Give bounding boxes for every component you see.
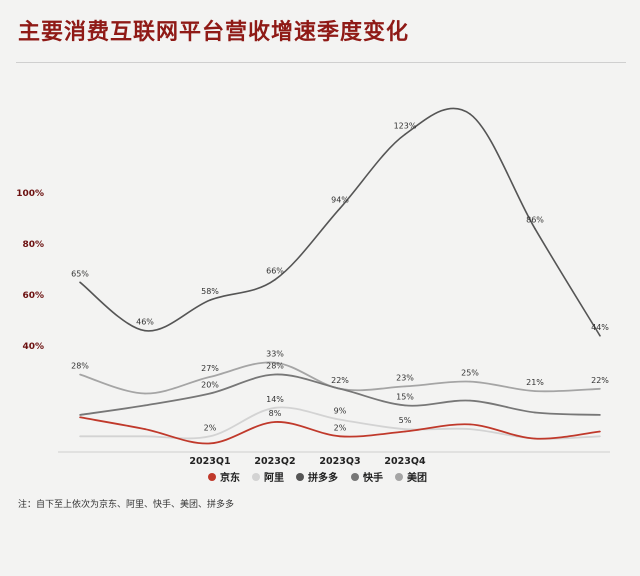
data-point [144,392,146,395]
legend-marker [208,473,216,481]
legend-marker [351,473,359,481]
data-point [79,373,81,376]
data-point [339,207,341,210]
data-label: 2% [204,423,217,432]
x-tick-label: 2023Q4 [384,456,426,467]
data-point [339,388,341,390]
data-point [339,435,341,438]
data-point [209,435,211,438]
x-tick-label: 2023Q2 [254,456,295,467]
data-point [404,133,406,136]
data-point [599,414,601,416]
data-point [144,404,146,407]
data-point [79,435,81,438]
data-label: 28% [266,362,284,371]
data-point [599,335,601,337]
legend-label: 拼多多 [308,471,338,484]
data-point [274,421,276,423]
data-point [469,113,471,115]
data-label: 8% [269,409,282,418]
legend-marker [296,473,304,481]
y-tick-label: 80% [22,240,44,250]
chart-title: 主要消费互联网平台营收增速季度变化 [18,20,410,45]
data-label: 86% [526,216,544,225]
legend-label: 京东 [220,471,240,484]
data-label: 65% [71,269,89,278]
data-point [599,435,601,438]
data-label: 33% [266,350,284,359]
data-point [469,399,471,402]
data-label: 123% [394,121,417,130]
data-label: 2% [334,423,347,432]
data-point [599,388,601,390]
data-point [144,435,146,438]
data-point [404,404,406,407]
y-tick-label: 40% [22,342,44,352]
legend-marker [252,473,260,481]
legend-marker [395,473,403,481]
data-point [404,385,406,388]
data-label: 15% [396,392,414,401]
data-point [144,428,146,430]
data-point [534,390,536,392]
data-label: 28% [71,362,89,371]
data-point [534,437,536,440]
footnote: 注：自下至上依次为京东、阿里、快手、美团、拼多多 [18,500,235,510]
data-label: 58% [201,287,219,296]
data-point [534,227,536,230]
data-label: 27% [201,364,219,373]
data-label: 22% [591,376,609,385]
series-line-2 [79,107,601,337]
data-label: 23% [396,373,414,382]
data-point [209,442,211,445]
data-point [209,376,211,378]
data-point [469,423,471,426]
legend-label: 阿里 [264,472,284,484]
data-point [79,416,81,419]
data-point [274,361,276,364]
title-divider [16,62,626,63]
legend-label: 美团 [407,471,427,484]
data-point [144,329,146,332]
data-point [404,428,406,430]
data-point [599,430,601,433]
data-label: 9% [334,407,347,416]
data-label: 66% [266,267,284,276]
data-label: 46% [136,318,154,327]
data-point [209,392,211,395]
data-label: 94% [331,195,349,204]
data-label: 14% [266,395,284,404]
data-point [274,373,276,376]
data-point [339,418,341,421]
data-label: 21% [526,378,544,387]
data-point [209,299,211,301]
x-tick-label: 2023Q1 [189,456,230,467]
data-point [534,411,536,414]
data-label: 25% [461,369,479,378]
y-tick-label: 60% [22,291,44,301]
legend-label: 快手 [362,471,383,484]
data-point [469,380,471,383]
data-label: 44% [591,323,609,332]
data-label: 22% [331,376,349,385]
data-point [404,430,406,433]
data-point [274,407,276,409]
data-point [79,281,81,284]
x-tick-label: 2023Q3 [319,456,360,467]
y-tick-label: 100% [16,189,44,199]
data-label: 5% [399,416,412,425]
data-point [469,428,471,430]
data-point [79,414,81,416]
data-label: 20% [201,381,219,390]
data-point [274,278,276,281]
